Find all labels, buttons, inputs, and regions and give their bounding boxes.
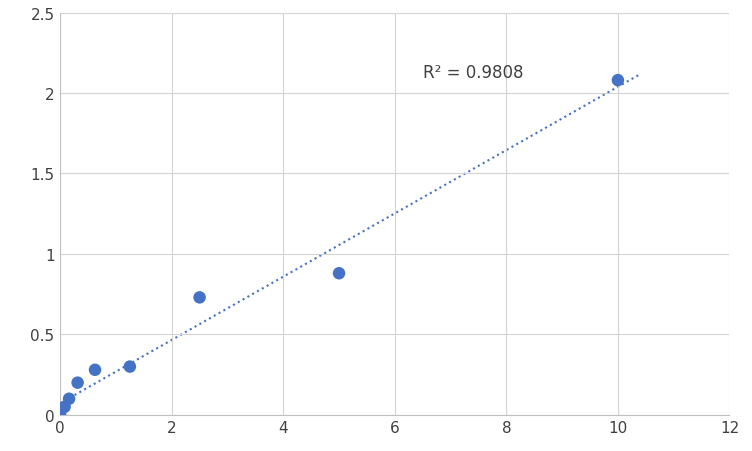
Point xyxy=(71,379,83,387)
Point xyxy=(63,395,75,402)
Text: R² = 0.9808: R² = 0.9808 xyxy=(423,64,523,82)
Point xyxy=(59,403,71,410)
Point xyxy=(124,363,136,370)
Point xyxy=(333,270,345,277)
Point xyxy=(54,411,66,419)
Point xyxy=(193,294,205,301)
Point xyxy=(89,366,101,373)
Point xyxy=(54,408,66,415)
Point xyxy=(612,78,624,85)
